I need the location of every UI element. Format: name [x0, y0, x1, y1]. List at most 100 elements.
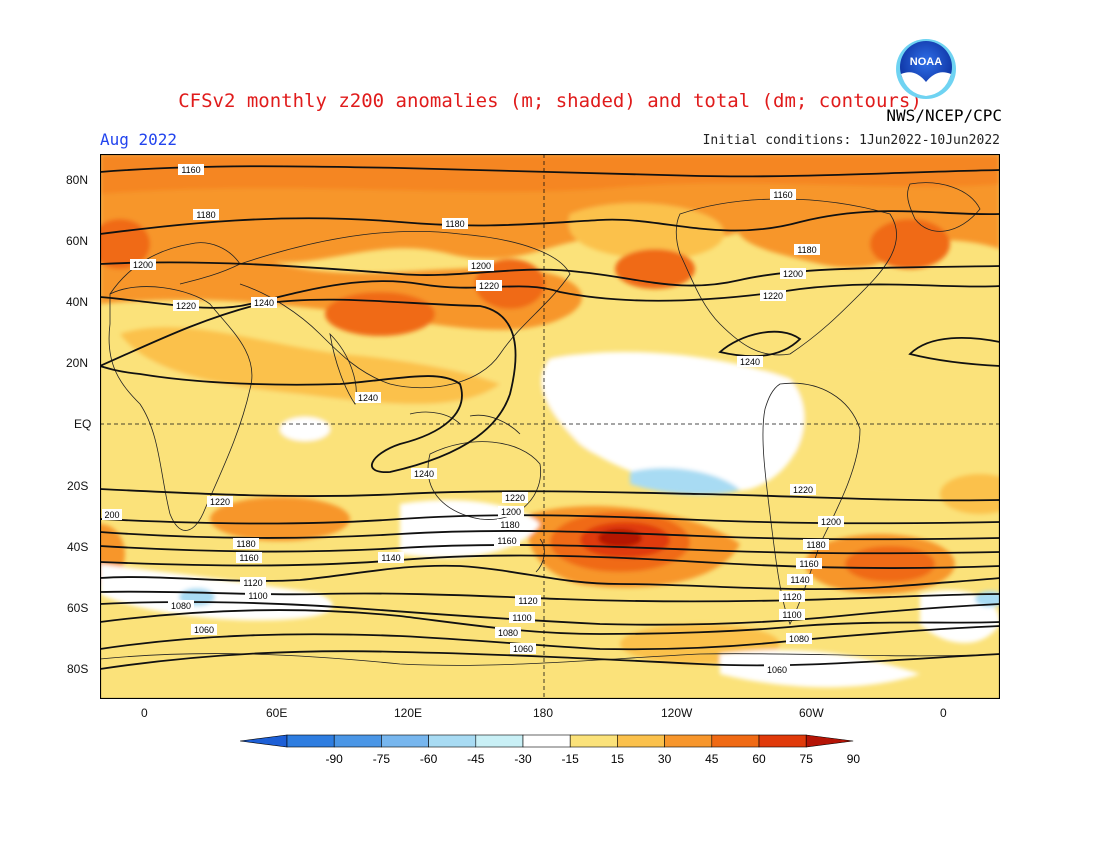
svg-text:1140: 1140	[790, 575, 809, 585]
contour-label-1160-e: 1160	[796, 558, 822, 569]
chart-title: CFSv2 monthly z200 anomalies (m; shaded)…	[178, 90, 922, 112]
colorbar-swatch	[286, 734, 335, 748]
contour-label-1200-d: 1200	[498, 506, 524, 517]
contour-label-1200-b: 1200	[468, 260, 494, 271]
contour-label-1140-a: 1140	[378, 552, 404, 563]
svg-text:1220: 1220	[210, 497, 230, 507]
svg-text:1200: 1200	[471, 261, 491, 271]
colorbar-arrow-high	[805, 734, 854, 748]
lon-label-60w: 60W	[799, 706, 824, 720]
svg-text:1060: 1060	[513, 644, 533, 654]
contour-label-1220-f: 1220	[790, 484, 816, 495]
svg-text:1160: 1160	[181, 165, 200, 175]
contour-label-1060-c: 1060	[764, 664, 790, 675]
svg-text:1240: 1240	[414, 469, 434, 479]
colorbar-tick-label: -45	[467, 752, 485, 766]
lon-label-60e: 60E	[266, 706, 288, 720]
contour-label-1220-b: 1220	[760, 290, 786, 301]
colorbar: -90 -75 -60 -45 -30 -15 15 30 45 60 75 90	[240, 734, 860, 766]
svg-text:1080: 1080	[171, 601, 191, 611]
colorbar-swatch	[428, 734, 477, 748]
colorbar-tick-label: 45	[705, 752, 719, 766]
lat-label-60s: 60S	[67, 601, 89, 615]
initial-conditions: Initial conditions: 1Jun2022-10Jun2022	[702, 133, 1000, 148]
contour-label-1220-c: 1220	[173, 300, 199, 311]
colorbar-tick-label: -75	[373, 752, 391, 766]
lat-label-40n: 40N	[66, 295, 89, 309]
colorbar-tick-label: -30	[514, 752, 532, 766]
contour-label-1160-a: 1160	[178, 164, 204, 175]
contour-label-1160-c: 1160	[494, 535, 520, 546]
colorbar-tick-label: -60	[420, 752, 438, 766]
svg-text:1240: 1240	[358, 393, 378, 403]
colorbar-swatch	[617, 734, 665, 748]
svg-text:1180: 1180	[500, 520, 519, 530]
svg-text:1180: 1180	[806, 540, 825, 550]
svg-text:1120: 1120	[782, 592, 801, 602]
colorbar-swatch	[711, 734, 760, 748]
contour-label-1220-e: 1220	[502, 492, 528, 503]
colorbar-swatch	[569, 734, 618, 748]
colorbar-swatch	[381, 734, 429, 748]
contour-label-1080-b: 1080	[495, 627, 521, 638]
lon-label-120w: 120W	[661, 706, 693, 720]
svg-text:1240: 1240	[740, 357, 760, 367]
contour-label-1100-b: 1100	[509, 612, 535, 623]
height-contours	[100, 165, 1000, 670]
colorbar-swatch	[522, 734, 571, 748]
contour-label-1180-f: 1180	[803, 539, 829, 550]
svg-text:1080: 1080	[498, 628, 518, 638]
lon-label-0-west: 0	[141, 706, 148, 720]
contour-label-1240-a: 1240	[251, 297, 277, 308]
contour-label-1080-c: 1080	[786, 633, 812, 644]
svg-text:1200: 1200	[501, 507, 521, 517]
svg-text:1220: 1220	[479, 281, 499, 291]
lat-label-60n: 60N	[66, 234, 89, 248]
svg-text:1200: 1200	[133, 260, 153, 270]
contour-label-1060-a: 1060	[191, 624, 217, 635]
svg-text:1220: 1220	[793, 485, 813, 495]
svg-text:1120: 1120	[243, 578, 262, 588]
contour-label-1200-a: 1200	[130, 259, 156, 270]
contour-label-1100-c: 1100	[779, 609, 805, 620]
colorbar-tick-label: -15	[562, 752, 580, 766]
contour-label-1240-c: 1240	[737, 356, 763, 367]
lat-label-40s: 40S	[67, 540, 89, 554]
contour-label-1180-e: 1180	[233, 538, 259, 549]
colorbar-tick-label: 75	[800, 752, 814, 766]
contour-label-1240-b: 1240	[355, 392, 381, 403]
colorbar-tick-label: 60	[752, 752, 766, 766]
svg-text:1180: 1180	[797, 245, 816, 255]
contour-label-1120-b: 1120	[779, 591, 805, 602]
lat-label-20n: 20N	[66, 356, 89, 370]
svg-text:1180: 1180	[445, 219, 464, 229]
svg-text:1060: 1060	[767, 665, 787, 675]
lon-label-0-east: 0	[940, 706, 947, 720]
noaa-logo-icon: NOAA	[896, 39, 956, 99]
svg-text:1100: 1100	[248, 591, 267, 601]
svg-text:1160: 1160	[773, 190, 792, 200]
colorbar-tick-label: -90	[326, 752, 344, 766]
colorbar-swatch	[664, 734, 713, 748]
colorbar-tick-label: 15	[611, 752, 625, 766]
svg-text:1100: 1100	[782, 610, 801, 620]
contour-label-1120-c: 1120	[515, 595, 541, 606]
colorbar-arrow-low	[240, 734, 288, 748]
colorbar-swatch	[758, 734, 807, 748]
svg-text:1180: 1180	[196, 210, 215, 220]
contour-label-200: 200	[102, 509, 122, 520]
svg-text:1200: 1200	[783, 269, 803, 279]
contour-label-1200-c: 1200	[780, 268, 806, 279]
contour-label-1180-d: 1180	[497, 519, 523, 530]
map-frame	[100, 154, 1000, 699]
agency-label: NWS/NCEP/CPC	[886, 106, 1002, 125]
svg-text:1220: 1220	[763, 291, 783, 301]
svg-text:1060: 1060	[194, 625, 214, 635]
colorbar-tick-label: 30	[658, 752, 672, 766]
lat-label-80s: 80S	[67, 662, 89, 676]
contour-label-1060-b: 1060	[510, 643, 536, 654]
svg-text:1200: 1200	[821, 517, 841, 527]
contour-label-1140-b: 1140	[787, 574, 813, 585]
svg-text:1160: 1160	[497, 536, 516, 546]
contour-label-1200-e: 1200	[818, 516, 844, 527]
